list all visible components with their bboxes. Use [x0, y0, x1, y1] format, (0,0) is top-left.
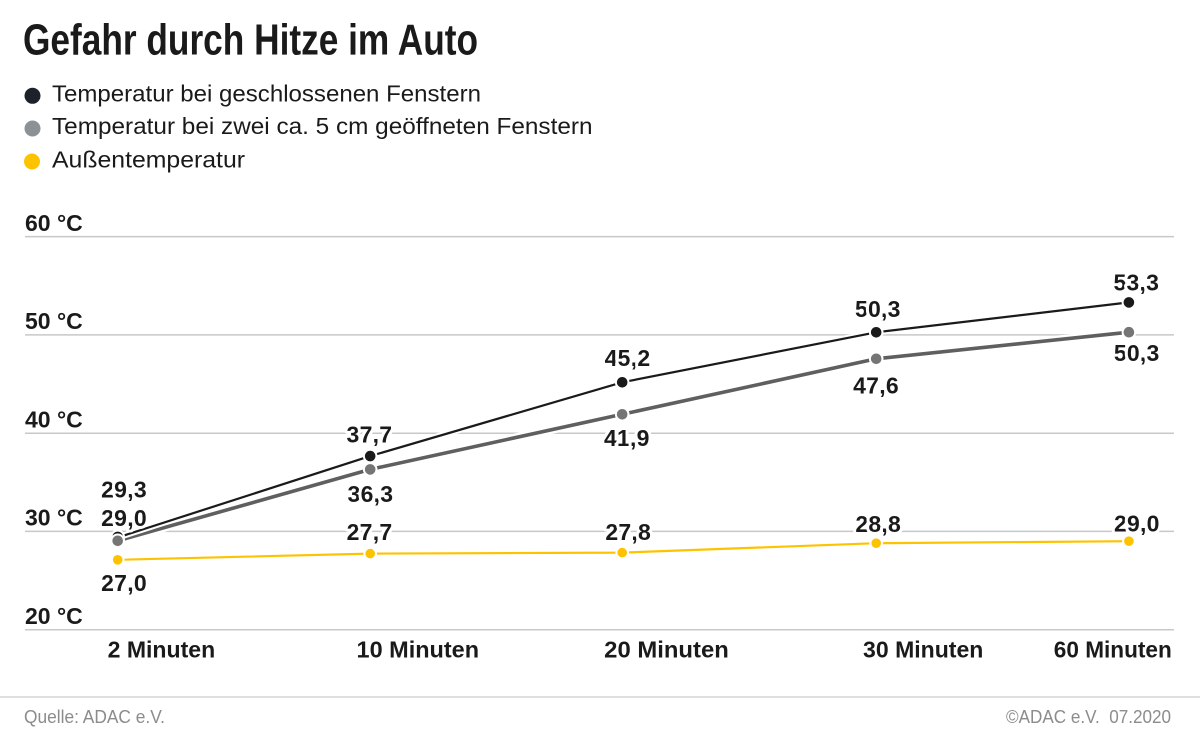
svg-text:50,3: 50,3	[855, 296, 901, 322]
svg-text:20 Minuten: 20 Minuten	[604, 637, 729, 663]
svg-text:36,3: 36,3	[348, 481, 394, 507]
svg-text:30 Minuten: 30 Minuten	[863, 637, 983, 663]
svg-text:Temperatur bei geschlossenen F: Temperatur bei geschlossenen Fenstern	[52, 81, 481, 107]
svg-text:50 °C: 50 °C	[25, 308, 83, 334]
svg-text:29,0: 29,0	[101, 505, 146, 531]
svg-text:Gefahr durch Hitze im Auto: Gefahr durch Hitze im Auto	[23, 16, 478, 65]
svg-text:Temperatur bei zwei ca. 5 cm g: Temperatur bei zwei ca. 5 cm geöffneten …	[52, 113, 593, 139]
svg-text:50,3: 50,3	[1114, 340, 1160, 366]
svg-text:©ADAC e.V. 07.2020: ©ADAC e.V. 07.2020	[1006, 707, 1171, 727]
svg-text:60 °C: 60 °C	[25, 210, 83, 236]
svg-text:37,7: 37,7	[347, 422, 393, 448]
svg-text:53,3: 53,3	[1113, 269, 1159, 295]
svg-text:47,6: 47,6	[853, 372, 899, 398]
svg-text:45,2: 45,2	[605, 345, 651, 371]
svg-text:41,9: 41,9	[604, 425, 650, 451]
svg-text:27,8: 27,8	[605, 519, 651, 545]
svg-text:20 °C: 20 °C	[25, 603, 83, 629]
svg-text:28,8: 28,8	[855, 511, 901, 537]
svg-text:60 Minuten: 60 Minuten	[1054, 637, 1172, 663]
svg-text:Quelle: ADAC e.V.: Quelle: ADAC e.V.	[24, 707, 165, 727]
svg-text:10 Minuten: 10 Minuten	[357, 637, 480, 663]
svg-text:29,0: 29,0	[1114, 511, 1160, 537]
svg-text:27,0: 27,0	[101, 570, 146, 596]
svg-text:2 Minuten: 2 Minuten	[108, 637, 216, 663]
svg-text:40 °C: 40 °C	[25, 407, 83, 433]
svg-text:29,3: 29,3	[101, 477, 146, 503]
svg-text:30 °C: 30 °C	[25, 505, 83, 531]
svg-text:Außentemperatur: Außentemperatur	[52, 147, 245, 173]
svg-text:27,7: 27,7	[347, 519, 393, 545]
